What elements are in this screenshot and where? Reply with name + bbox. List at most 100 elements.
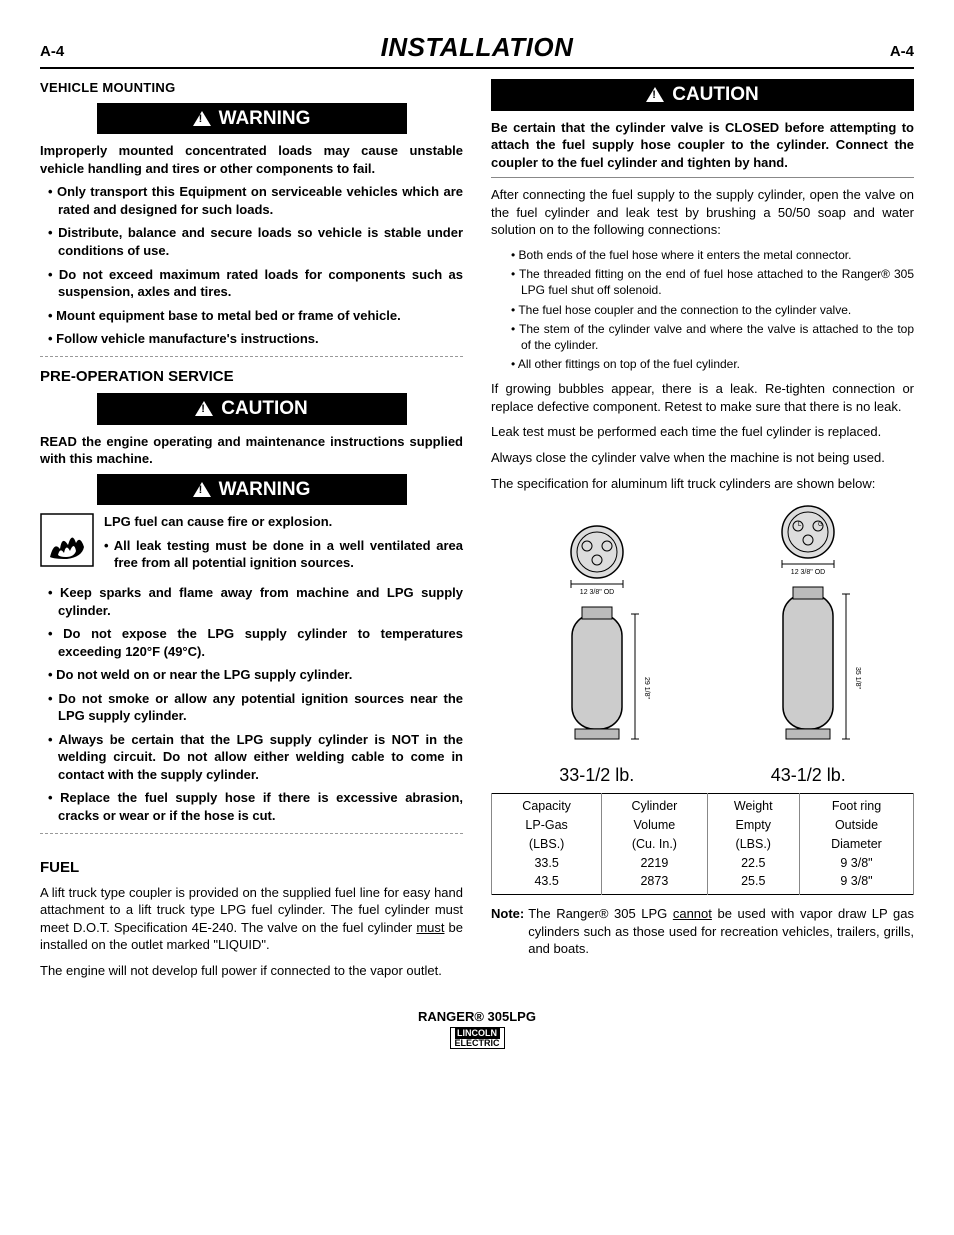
cylinder-diagram-icon: 12 3/8" OD 29 1/8": [527, 522, 667, 752]
warning-intro: Improperly mounted concentrated loads ma…: [40, 142, 463, 177]
warning-label: WARNING: [219, 477, 311, 503]
list-item: All leak testing must be done in a well …: [104, 537, 463, 572]
fuel-head: FUEL: [40, 858, 463, 878]
right-column: CAUTION Be certain that the cylinder val…: [491, 75, 914, 987]
flame-icon: [40, 513, 94, 572]
warning-triangle-icon: [646, 87, 664, 102]
list-item: The stem of the cylinder valve and where…: [511, 321, 914, 353]
table-cell: Foot ring: [799, 793, 913, 815]
connection-list: Both ends of the fuel hose where it ente…: [511, 247, 914, 372]
content-columns: VEHICLE MOUNTING WARNING Improperly moun…: [40, 75, 914, 987]
caution-banner: CAUTION: [491, 79, 914, 111]
close-valve-para: Always close the cylinder valve when the…: [491, 449, 914, 467]
lpg-warning-row: LPG fuel can cause fire or explosion. Al…: [40, 513, 463, 578]
page-num-right: A-4: [890, 42, 914, 62]
svg-text:12 3/8" OD: 12 3/8" OD: [580, 589, 614, 596]
cylinder-diagrams: 12 3/8" OD 29 1/8" 33-1/2 lb.: [491, 502, 914, 787]
table-cell: (LBS.): [492, 835, 602, 854]
warning-triangle-icon: [193, 111, 211, 126]
warning-triangle-icon: [193, 482, 211, 497]
warning-label: WARNING: [219, 106, 311, 132]
warning-banner: WARNING: [97, 103, 407, 135]
caution-para: Be certain that the cylinder valve is CL…: [491, 119, 914, 172]
divider: [491, 177, 914, 178]
table-cell: 2219: [602, 854, 707, 873]
table-cell: Weight: [707, 793, 799, 815]
list-item: Follow vehicle manufacture's instruction…: [48, 330, 463, 348]
cylinder-right: L G 12 3/8" OD 35 1/8" 43-1/2 lb.: [738, 502, 878, 787]
table-cell: 25.5: [707, 872, 799, 894]
table-cell: LP-Gas: [492, 816, 602, 835]
list-item: Do not exceed maximum rated loads for co…: [48, 266, 463, 301]
cylinder-diagram-icon: L G 12 3/8" OD 35 1/8": [738, 502, 878, 752]
warning-triangle-icon: [195, 401, 213, 416]
leaktest-para: Leak test must be performed each time th…: [491, 423, 914, 441]
product-name: RANGER® 305LPG: [40, 1008, 914, 1026]
svg-text:35 1/8": 35 1/8": [854, 667, 861, 689]
table-cell: Empty: [707, 816, 799, 835]
spec-table: Capacity Cylinder Weight Foot ring LP-Ga…: [491, 793, 914, 895]
list-item: The fuel hose coupler and the connection…: [511, 302, 914, 318]
list-item: Mount equipment base to metal bed or fra…: [48, 307, 463, 325]
cylinder-label: 43-1/2 lb.: [738, 763, 878, 787]
underline-must: must: [416, 920, 444, 935]
list-item: Replace the fuel supply hose if there is…: [48, 789, 463, 824]
table-cell: 9 3/8": [799, 872, 913, 894]
underline-cannot: cannot: [673, 906, 712, 921]
table-cell: (LBS.): [707, 835, 799, 854]
svg-text:G: G: [818, 522, 823, 528]
svg-text:12 3/8" OD: 12 3/8" OD: [791, 569, 825, 576]
spec-intro: The specification for aluminum lift truc…: [491, 475, 914, 493]
brand-bottom: ELECTRIC: [455, 1039, 500, 1048]
list-item: All other fittings on top of the fuel cy…: [511, 356, 914, 372]
vehicle-mounting-head: VEHICLE MOUNTING: [40, 79, 463, 97]
note-label: Note:: [491, 905, 524, 958]
list-item: Both ends of the fuel hose where it ente…: [511, 247, 914, 263]
svg-text:29 1/8": 29 1/8": [643, 677, 650, 699]
list-item: Always be certain that the LPG supply cy…: [48, 731, 463, 784]
page-footer: RANGER® 305LPG LINCOLN ELECTRIC: [40, 1008, 914, 1051]
cylinder-label: 33-1/2 lb.: [527, 763, 667, 787]
divider: [40, 833, 463, 834]
fuel-para2: The engine will not develop full power i…: [40, 962, 463, 980]
preop-head: PRE-OPERATION SERVICE: [40, 367, 463, 387]
warning-list: Only transport this Equipment on service…: [48, 183, 463, 347]
leak-test-intro: After connecting the fuel supply to the …: [491, 186, 914, 239]
warning-banner: WARNING: [97, 474, 407, 506]
list-item: Only transport this Equipment on service…: [48, 183, 463, 218]
divider: [40, 356, 463, 357]
list-item: Distribute, balance and secure loads so …: [48, 224, 463, 259]
bubbles-para: If growing bubbles appear, there is a le…: [491, 380, 914, 415]
caution-para: READ the engine operating and maintenanc…: [40, 433, 463, 468]
table-cell: 43.5: [492, 872, 602, 894]
table-cell: 33.5: [492, 854, 602, 873]
table-cell: Capacity: [492, 793, 602, 815]
page-title: INSTALLATION: [381, 30, 574, 65]
table-cell: Diameter: [799, 835, 913, 854]
caution-banner: CAUTION: [97, 393, 407, 425]
table-cell: (Cu. In.): [602, 835, 707, 854]
list-item: Do not weld on or near the LPG supply cy…: [48, 666, 463, 684]
note: Note: The Ranger® 305 LPG cannot be used…: [491, 905, 914, 958]
table-cell: Outside: [799, 816, 913, 835]
lpg-intro: LPG fuel can cause fire or explosion.: [104, 513, 463, 531]
caution-label: CAUTION: [221, 396, 308, 422]
caution-label: CAUTION: [672, 82, 759, 108]
table-cell: 2873: [602, 872, 707, 894]
page-header: A-4 INSTALLATION A-4: [40, 30, 914, 69]
cylinder-left: 12 3/8" OD 29 1/8" 33-1/2 lb.: [527, 522, 667, 787]
list-item: Keep sparks and flame away from machine …: [48, 584, 463, 619]
table-cell: 9 3/8": [799, 854, 913, 873]
table-cell: Volume: [602, 816, 707, 835]
left-column: VEHICLE MOUNTING WARNING Improperly moun…: [40, 75, 463, 987]
table-cell: 22.5: [707, 854, 799, 873]
note-text: The Ranger® 305 LPG cannot be used with …: [528, 905, 914, 958]
list-item: Do not smoke or allow any potential igni…: [48, 690, 463, 725]
lpg-list: Keep sparks and flame away from machine …: [48, 584, 463, 825]
page-num-left: A-4: [40, 42, 64, 62]
table-cell: Cylinder: [602, 793, 707, 815]
fuel-para: A lift truck type coupler is provided on…: [40, 884, 463, 954]
list-item: The threaded fitting on the end of fuel …: [511, 266, 914, 298]
brand-logo: LINCOLN ELECTRIC: [450, 1027, 505, 1049]
list-item: Do not expose the LPG supply cylinder to…: [48, 625, 463, 660]
